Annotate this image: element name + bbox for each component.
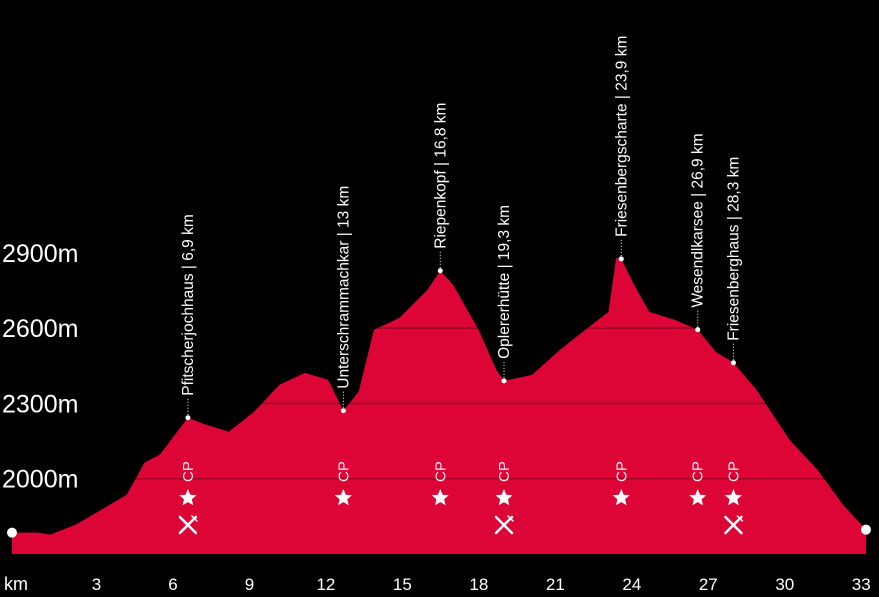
checkpoint-label: CP: [496, 461, 513, 482]
star-icon: [431, 489, 449, 506]
x-tick-label: 21: [546, 575, 565, 594]
food-icon-part: [724, 515, 743, 535]
waypoint-label: Pfitscherjochhaus | 6,9 km: [180, 214, 197, 396]
star-icon: [724, 489, 742, 506]
food-icon-part: [178, 515, 198, 535]
waypoint-label: Unterschrammachkar | 13 km: [335, 186, 352, 389]
y-tick-label: 2600m: [2, 315, 78, 343]
food-icon: [178, 515, 198, 535]
checkpoint-label: CP: [432, 461, 449, 482]
star-icon: [612, 489, 630, 506]
food-icon: [494, 515, 514, 535]
elevation-area: [12, 257, 866, 554]
x-tick-label: 24: [622, 575, 641, 594]
x-tick-label: 18: [469, 575, 488, 594]
checkpoint-label: CP: [613, 461, 630, 482]
star-icon: [689, 489, 707, 506]
x-tick-label: 27: [699, 575, 718, 594]
waypoint-dot: [340, 408, 346, 414]
star-icon: [179, 489, 197, 506]
x-tick-label: 30: [775, 575, 794, 594]
food-icon-part: [736, 515, 744, 522]
checkpoint-label: CP: [180, 461, 197, 482]
waypoint-dot: [695, 327, 701, 333]
waypoint-dot: [185, 415, 191, 421]
food-icon-part: [191, 515, 198, 522]
x-axis-label: km: [4, 574, 28, 594]
end-point: [7, 527, 17, 538]
waypoint-dot: [730, 360, 736, 366]
waypoint-label: Wesendlkarsee | 26,9 km: [690, 133, 707, 307]
star-icon: [334, 489, 352, 506]
y-tick-label: 2000m: [2, 466, 78, 494]
x-tick-label: 9: [245, 575, 254, 594]
y-tick-label: 2900m: [2, 240, 78, 268]
waypoint-label: Riepenkopf | 16,8 km: [432, 103, 449, 249]
y-tick-label: 2300m: [2, 390, 78, 418]
waypoint-dot: [437, 268, 443, 274]
x-tick-label: 3: [92, 575, 101, 594]
waypoint-label: Oplererhütte | 19,3 km: [496, 205, 513, 359]
food-icon: [724, 515, 744, 535]
waypoint-label: Friesenberghaus | 28,3 km: [725, 157, 742, 341]
star-icon: [495, 489, 513, 506]
waypoint-dot: [618, 256, 624, 262]
checkpoint-label: CP: [690, 461, 707, 482]
x-tick-label: 15: [393, 575, 412, 594]
waypoint-dot: [501, 378, 507, 384]
food-icon-part: [507, 515, 514, 522]
checkpoint-label: CP: [335, 461, 352, 482]
end-point: [861, 524, 871, 535]
x-tick-label: 33: [852, 575, 871, 594]
food-icon-part: [494, 515, 514, 535]
x-tick-label: 6: [168, 575, 177, 594]
waypoint-label: Friesenbergscharte | 23,9 km: [613, 36, 630, 237]
x-tick-label: 12: [316, 575, 335, 594]
checkpoint-label: CP: [725, 461, 742, 482]
